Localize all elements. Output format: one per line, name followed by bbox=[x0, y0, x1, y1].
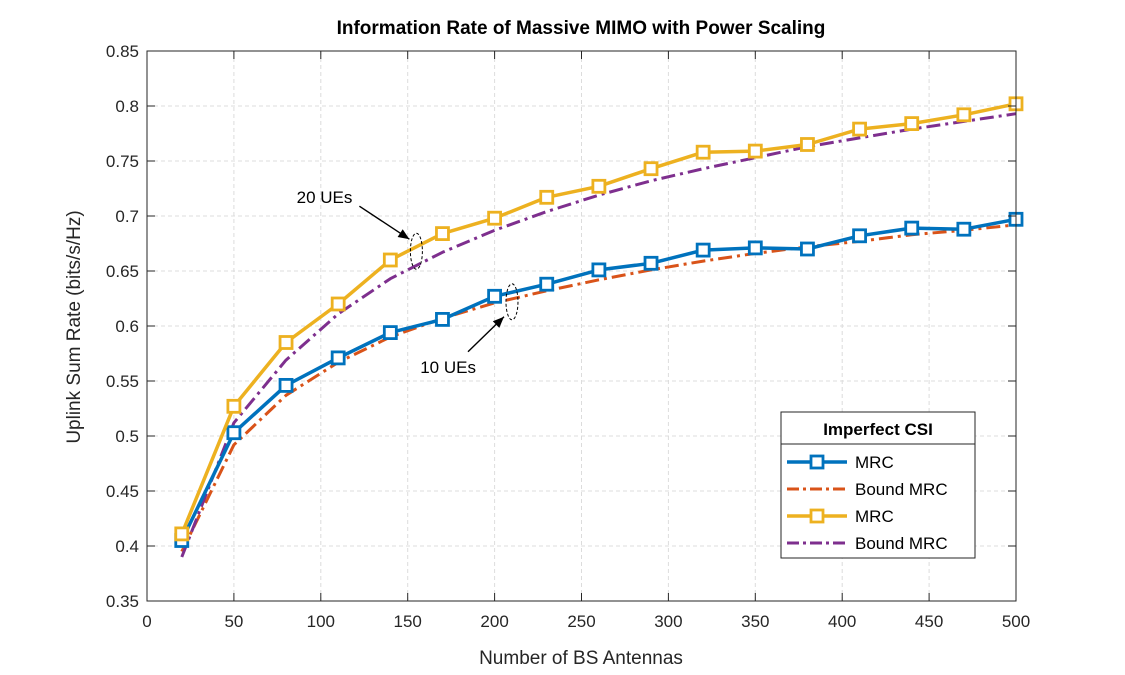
y-tick-label: 0.35 bbox=[106, 592, 139, 611]
y-tick-label: 0.65 bbox=[106, 262, 139, 281]
data-point-marker bbox=[643, 161, 659, 177]
annotation-10-ues: 10 UEs bbox=[420, 358, 476, 377]
data-point-marker bbox=[904, 220, 920, 236]
chart-title: Information Rate of Massive MIMO with Po… bbox=[337, 18, 826, 39]
legend-entry-label: Bound MRC bbox=[855, 480, 948, 499]
y-tick-label: 0.45 bbox=[106, 482, 139, 501]
x-tick-label: 400 bbox=[828, 612, 856, 631]
data-point-marker bbox=[487, 210, 503, 226]
data-point-marker bbox=[226, 425, 242, 441]
data-point-marker bbox=[956, 221, 972, 237]
data-point-marker bbox=[539, 189, 555, 205]
x-tick-label: 350 bbox=[741, 612, 769, 631]
y-tick-label: 0.6 bbox=[115, 317, 139, 336]
data-point-marker bbox=[904, 116, 920, 131]
y-tick-label: 0.75 bbox=[106, 152, 139, 171]
legend-entry-label: MRC bbox=[855, 453, 894, 472]
x-tick-label: 450 bbox=[915, 612, 943, 631]
x-tick-label: 100 bbox=[307, 612, 335, 631]
series-0 bbox=[174, 211, 1024, 548]
data-point-marker bbox=[330, 296, 346, 312]
annotations: 20 UEs 10 UEs bbox=[297, 188, 519, 377]
series-line bbox=[180, 223, 1017, 553]
data-point-marker bbox=[852, 228, 867, 244]
data-point-marker bbox=[956, 107, 972, 123]
legend-swatch-marker bbox=[809, 508, 825, 524]
y-tick-label: 0.4 bbox=[115, 537, 139, 556]
data-point-marker bbox=[747, 240, 763, 256]
legend-title: Imperfect CSI bbox=[823, 420, 933, 439]
data-point-marker bbox=[800, 137, 815, 152]
x-tick-label: 500 bbox=[1002, 612, 1030, 631]
x-tick-label: 300 bbox=[654, 612, 682, 631]
ticks: 0 50 100 150 200 250 300 350 400 450 500 0.35 0.4 0.4… bbox=[106, 42, 1030, 631]
data-point-marker bbox=[695, 144, 711, 160]
data-point-marker bbox=[591, 178, 607, 194]
data-point-marker bbox=[278, 377, 294, 393]
y-tick-label: 0.5 bbox=[115, 427, 139, 446]
data-point-marker bbox=[226, 398, 242, 414]
annotation-ellipse bbox=[505, 283, 519, 321]
data-point-marker bbox=[852, 121, 867, 137]
y-tick-label: 0.8 bbox=[115, 97, 139, 116]
legend-box bbox=[780, 411, 976, 559]
series-1 bbox=[180, 223, 1017, 553]
annotation-arrowhead bbox=[397, 229, 410, 240]
y-tick-label: 0.55 bbox=[106, 372, 139, 391]
data-point-marker bbox=[278, 335, 294, 350]
x-tick-label: 150 bbox=[394, 612, 422, 631]
legend: Imperfect CSI MRC Bound MRC MRC Bound MRC bbox=[780, 411, 976, 559]
data-point-marker bbox=[174, 526, 190, 542]
data-point-marker bbox=[435, 311, 450, 327]
annotation-arrowhead bbox=[492, 316, 504, 328]
data-point-marker bbox=[382, 325, 398, 341]
x-tick-label: 250 bbox=[567, 612, 595, 631]
data-point-marker bbox=[330, 350, 346, 366]
x-axis-label: Number of BS Antennas bbox=[479, 648, 683, 669]
y-tick-label: 0.7 bbox=[115, 207, 139, 226]
y-tick-label: 0.85 bbox=[106, 42, 139, 61]
data-point-marker bbox=[643, 255, 659, 271]
data-point-marker bbox=[487, 288, 503, 304]
data-point-marker bbox=[695, 242, 711, 258]
annotation-20-ues: 20 UEs bbox=[297, 188, 353, 207]
series-line bbox=[180, 112, 1017, 558]
legend-entry-label: MRC bbox=[855, 507, 894, 526]
data-point-marker bbox=[435, 226, 450, 242]
series-3 bbox=[180, 112, 1017, 558]
data-point-marker bbox=[800, 241, 815, 257]
x-tick-label: 200 bbox=[480, 612, 508, 631]
x-tick-label: 0 bbox=[142, 612, 151, 631]
data-point-marker bbox=[382, 252, 398, 268]
legend-swatch-marker bbox=[809, 454, 825, 470]
data-point-marker bbox=[539, 276, 555, 292]
y-axis-label: Uplink Sum Rate (bits/s/Hz) bbox=[64, 210, 85, 443]
data-point-marker bbox=[747, 143, 763, 159]
x-tick-label: 50 bbox=[224, 612, 243, 631]
legend-entry-label: Bound MRC bbox=[855, 534, 948, 553]
data-point-marker bbox=[591, 262, 607, 278]
